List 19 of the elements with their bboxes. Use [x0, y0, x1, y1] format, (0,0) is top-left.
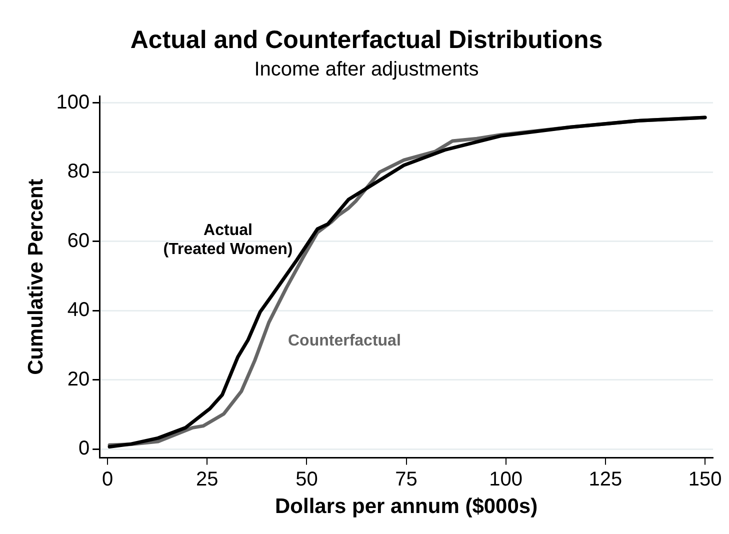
x-tick-label: 25	[196, 468, 218, 490]
chart-title: Actual and Counterfactual Distributions	[130, 26, 603, 54]
y-tick-label: 80	[67, 160, 90, 183]
y-tick-label: 20	[67, 368, 90, 390]
x-axis-title: Dollars per annum ($000s)	[274, 495, 538, 518]
y-tick-label: 100	[56, 91, 90, 114]
y-tick-label: 0	[78, 438, 90, 460]
x-tick-label: 50	[296, 468, 318, 490]
y-tick-label: 40	[67, 299, 90, 322]
chart-subtitle: Income after adjustments	[254, 58, 479, 81]
x-tick-label: 0	[102, 468, 114, 490]
series-label: Counterfactual	[288, 332, 401, 350]
series-label: Actual (Treated Women)	[163, 222, 293, 258]
x-tick-label: 125	[588, 468, 622, 490]
y-tick-label: 60	[67, 230, 90, 252]
x-tick-label: 75	[395, 468, 418, 490]
x-tick-label: 100	[489, 468, 523, 490]
x-tick-label: 150	[688, 468, 722, 490]
y-axis-title: Cumulative Percent	[24, 178, 48, 375]
